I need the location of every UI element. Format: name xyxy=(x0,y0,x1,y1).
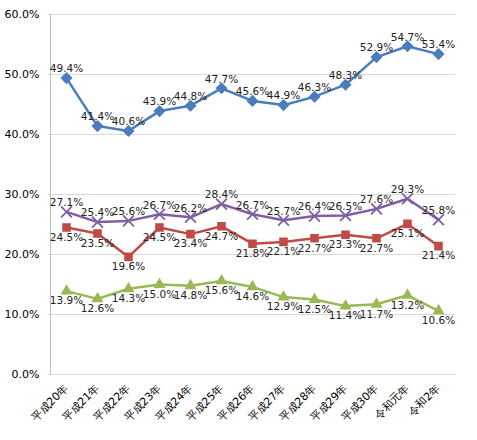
svg-text:平成24年: 平成24年 xyxy=(152,381,196,425)
svg-text:25.7%: 25.7% xyxy=(267,205,300,217)
svg-text:令和元年: 令和元年 xyxy=(372,382,412,422)
svg-text:44.8%: 44.8% xyxy=(174,90,207,102)
svg-text:14.8%: 14.8% xyxy=(174,289,207,301)
svg-text:25.1%: 25.1% xyxy=(391,227,424,239)
svg-text:平成25年: 平成25年 xyxy=(183,381,227,425)
svg-text:26.2%: 26.2% xyxy=(174,202,207,214)
svg-text:13.9%: 13.9% xyxy=(50,294,83,306)
svg-text:15.6%: 15.6% xyxy=(205,284,238,296)
svg-text:23.5%: 23.5% xyxy=(81,237,114,249)
svg-text:平成30年: 平成30年 xyxy=(339,382,381,424)
svg-text:47.7%: 47.7% xyxy=(205,73,238,85)
svg-text:24.5%: 24.5% xyxy=(50,231,83,243)
svg-text:48.3%: 48.3% xyxy=(329,69,362,81)
svg-text:29.3%: 29.3% xyxy=(391,183,424,195)
svg-text:14.3%: 14.3% xyxy=(112,292,145,304)
svg-text:23.3%: 23.3% xyxy=(329,238,362,250)
svg-text:30.0%: 30.0% xyxy=(5,188,40,201)
svg-text:24.7%: 24.7% xyxy=(205,230,238,242)
svg-text:平成21年: 平成21年 xyxy=(59,381,103,425)
svg-text:平成23年: 平成23年 xyxy=(121,381,165,425)
svg-text:25.6%: 25.6% xyxy=(112,205,145,217)
svg-text:10.6%: 10.6% xyxy=(422,314,455,326)
svg-text:53.4%: 53.4% xyxy=(422,38,455,50)
svg-text:12.9%: 12.9% xyxy=(267,300,300,312)
svg-text:26.7%: 26.7% xyxy=(236,199,269,211)
svg-text:40.0%: 40.0% xyxy=(5,128,40,141)
svg-text:52.9%: 52.9% xyxy=(360,41,393,53)
svg-text:平成27年: 平成27年 xyxy=(245,381,289,425)
svg-text:23.4%: 23.4% xyxy=(174,237,207,249)
svg-text:54.7%: 54.7% xyxy=(391,31,424,43)
svg-text:25.4%: 25.4% xyxy=(81,206,114,218)
svg-text:27.6%: 27.6% xyxy=(360,193,393,205)
svg-text:45.6%: 45.6% xyxy=(236,85,269,97)
svg-text:12.6%: 12.6% xyxy=(81,302,114,314)
svg-text:19.6%: 19.6% xyxy=(112,260,145,272)
svg-text:12.5%: 12.5% xyxy=(298,303,331,315)
svg-text:22.7%: 22.7% xyxy=(298,242,331,254)
svg-text:43.9%: 43.9% xyxy=(143,95,176,107)
svg-text:15.0%: 15.0% xyxy=(143,288,176,300)
svg-text:26.5%: 26.5% xyxy=(329,200,362,212)
svg-text:11.7%: 11.7% xyxy=(360,308,393,320)
svg-text:21.4%: 21.4% xyxy=(422,249,455,261)
svg-text:平成26年: 平成26年 xyxy=(214,381,258,425)
svg-text:20.0%: 20.0% xyxy=(5,248,40,261)
svg-text:40.6%: 40.6% xyxy=(112,115,145,127)
svg-text:26.7%: 26.7% xyxy=(143,199,176,211)
svg-text:46.3%: 46.3% xyxy=(298,81,331,93)
svg-text:28.4%: 28.4% xyxy=(205,188,238,200)
svg-text:21.8%: 21.8% xyxy=(236,247,269,259)
svg-text:13.2%: 13.2% xyxy=(391,299,424,311)
svg-text:50.0%: 50.0% xyxy=(5,68,40,81)
svg-text:24.5%: 24.5% xyxy=(143,231,176,243)
svg-text:平成20年: 平成20年 xyxy=(28,381,72,425)
svg-text:25.8%: 25.8% xyxy=(422,204,455,216)
svg-text:平成22年: 平成22年 xyxy=(90,381,134,425)
svg-text:22.1%: 22.1% xyxy=(267,245,300,257)
svg-text:60.0%: 60.0% xyxy=(5,8,40,21)
svg-text:22.7%: 22.7% xyxy=(360,242,393,254)
svg-text:26.4%: 26.4% xyxy=(298,200,331,212)
svg-text:27.1%: 27.1% xyxy=(50,196,83,208)
svg-text:令和2年: 令和2年 xyxy=(406,382,443,419)
svg-text:10.0%: 10.0% xyxy=(5,308,40,321)
svg-text:41.4%: 41.4% xyxy=(81,110,114,122)
svg-text:0.0%: 0.0% xyxy=(12,368,40,381)
svg-text:49.4%: 49.4% xyxy=(50,62,83,74)
svg-text:14.6%: 14.6% xyxy=(236,290,269,302)
svg-text:平成29年: 平成29年 xyxy=(307,381,351,425)
svg-text:44.9%: 44.9% xyxy=(267,89,300,101)
svg-text:11.4%: 11.4% xyxy=(329,309,362,321)
svg-text:平成28年: 平成28年 xyxy=(276,381,320,425)
